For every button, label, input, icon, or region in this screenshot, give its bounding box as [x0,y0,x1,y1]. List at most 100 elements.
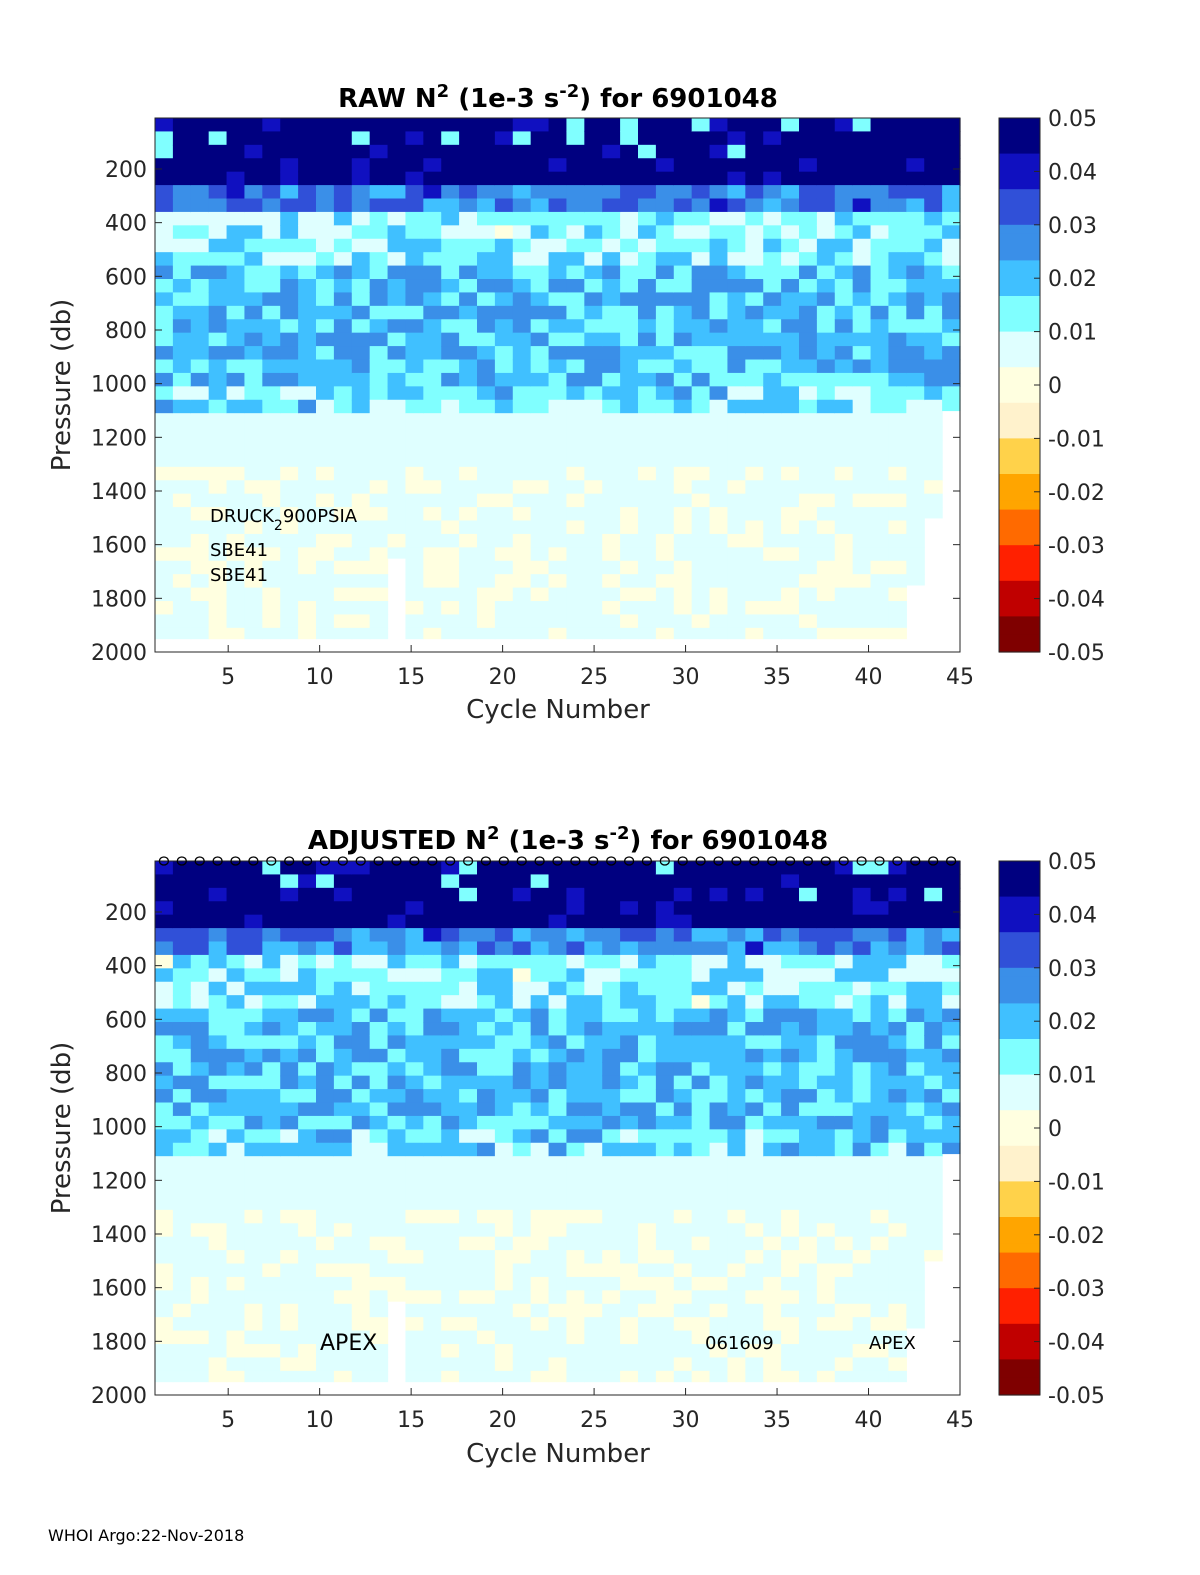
heatmap-cell [745,1156,764,1171]
heatmap-cell [799,1344,818,1359]
heatmap-cell [459,1062,478,1077]
heatmap-cell [852,560,872,575]
heatmap-cell [709,1357,729,1372]
heatmap-cell [369,874,389,889]
heatmap-cell [709,1223,729,1238]
heatmap-cell [280,1370,299,1383]
heatmap-cell [816,1169,836,1184]
heatmap-cell [262,118,281,133]
heatmap-cell [906,1008,925,1023]
heatmap-cell [494,466,514,481]
heatmap-cell [351,158,371,173]
heatmap-cell [781,520,800,535]
heatmap-cell [834,1236,854,1251]
heatmap-cell [870,1089,890,1104]
heatmap-cell [298,399,317,414]
heatmap-cell [208,507,228,522]
heatmap-cell [208,1330,228,1345]
heatmap-cell [566,413,585,428]
heatmap-cell [620,1089,639,1104]
heatmap-cell [638,627,657,640]
heatmap-cell [172,995,192,1010]
heatmap-cell [280,386,299,401]
heatmap-cell [333,1236,353,1251]
heatmap-cell [441,1290,460,1305]
heatmap-cell [512,1102,532,1117]
heatmap-cell [280,941,299,956]
heatmap-cell [351,520,371,535]
heatmap-cell [638,1075,657,1090]
heatmap-cell [405,1196,424,1211]
heatmap-cell [906,574,925,586]
heatmap-cell [459,238,478,253]
heatmap-cell [888,1290,907,1305]
heatmap-cell [745,954,764,969]
heatmap-cell [351,292,371,307]
heatmap-cell [834,1075,854,1090]
heatmap-cell [477,386,496,401]
heatmap-cell [459,1115,478,1130]
heatmap-cell [638,493,657,508]
y-tick-label: 2000 [91,641,147,666]
heatmap-cell [333,1223,353,1238]
heatmap-cell [423,601,442,616]
heatmap-cell [333,1142,353,1157]
heatmap-cell [566,332,585,347]
heatmap-cell [620,413,639,428]
heatmap-cell [208,305,228,320]
heatmap-cell [816,292,836,307]
heatmap-cell [423,861,442,876]
heatmap-cell [423,372,442,387]
heatmap-cell [405,1317,424,1332]
heatmap-cell [566,507,585,522]
heatmap-cell [602,914,621,929]
heatmap-cell [369,887,389,902]
heatmap-cell [781,1075,800,1090]
heatmap-cell [351,954,371,969]
heatmap-cell [727,1196,746,1211]
heatmap-cell [584,981,603,996]
heatmap-cell [190,225,210,240]
heatmap-cell [691,1102,711,1117]
colorbar-segment [999,1199,1040,1209]
heatmap-cell [494,941,514,956]
heatmap-cell [602,440,621,455]
heatmap-cell [512,1344,532,1359]
heatmap-cell [387,346,407,361]
heatmap-cell [494,954,514,969]
heatmap-cell [745,225,764,240]
heatmap-cell [441,1075,460,1090]
heatmap-cell [924,1156,943,1171]
heatmap-cell [477,1263,496,1278]
heatmap-cell [602,144,621,159]
heatmap-cell [280,480,299,495]
heatmap-cell [459,547,478,562]
heatmap-cell [244,968,263,983]
heatmap-cell [566,158,585,173]
heatmap-cell [423,279,442,294]
heatmap-cell [620,1183,639,1198]
heatmap-cell [673,1102,693,1117]
heatmap-cell [638,547,657,562]
heatmap-cell [655,1276,675,1291]
heatmap-cell [602,547,621,562]
heatmap-cell [566,1344,585,1359]
heatmap-cell [459,466,478,481]
heatmap-cell [691,1048,711,1063]
heatmap-cell [387,1129,407,1144]
heatmap-cell [280,238,299,253]
heatmap-cell [602,1062,621,1077]
heatmap-cell [369,1209,389,1224]
heatmap-cell [244,954,263,969]
heatmap-cell [816,1290,836,1305]
heatmap-cell [494,1330,514,1345]
heatmap-cell [316,1089,335,1104]
heatmap-cell [226,171,246,186]
heatmap-cell [763,1062,782,1077]
heatmap-cell [638,1223,657,1238]
heatmap-cell [727,1102,746,1117]
x-tick-label: 35 [763,1408,791,1433]
heatmap-cell [781,198,800,213]
heatmap-cell [691,1075,711,1090]
heatmap-cell [852,1022,872,1037]
